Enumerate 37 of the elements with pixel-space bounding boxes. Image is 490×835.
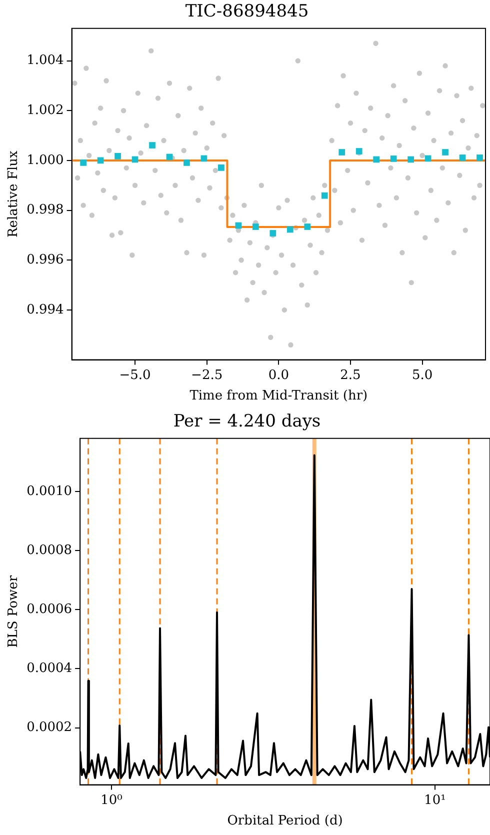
- x-tick-label: −5.0: [119, 368, 151, 383]
- point: [390, 156, 397, 162]
- y-tick-label: 0.998: [26, 202, 64, 218]
- point: [252, 224, 259, 230]
- point: [80, 160, 86, 166]
- point: [304, 224, 311, 230]
- y-tick-label: 0.0004: [26, 661, 72, 676]
- y-axis-title: BLS Power: [6, 574, 22, 648]
- y-tick-label: 0.996: [26, 252, 64, 268]
- chart-title: Per = 4.240 days: [173, 412, 321, 432]
- x-tick-label: 0.0: [268, 368, 289, 383]
- point: [184, 160, 190, 166]
- y-tick-label: 0.0008: [26, 542, 72, 558]
- x-axis-title: Time from Mid-Transit (hr): [190, 388, 368, 404]
- y-tick-label: 0.0002: [26, 720, 72, 736]
- chart-title: TIC-86894845: [185, 2, 309, 22]
- x-axis-title: Orbital Period (d): [227, 814, 343, 829]
- x-tick-label: 10¹: [424, 792, 446, 808]
- x-tick-label: 10⁰: [100, 792, 122, 808]
- x-tick-label: −2.5: [191, 368, 223, 383]
- point: [321, 192, 328, 199]
- point: [442, 149, 448, 156]
- y-tick-label: 0.994: [26, 302, 64, 318]
- y-tick-label: 0.0006: [26, 602, 72, 618]
- point: [338, 149, 346, 156]
- point: [114, 153, 121, 160]
- x-tick-label: 2.5: [340, 368, 361, 383]
- point: [149, 142, 156, 148]
- point: [218, 164, 224, 171]
- y-tick-label: 0.0010: [26, 484, 72, 499]
- y-tick-label: 1.000: [26, 152, 64, 168]
- point: [476, 154, 483, 161]
- y-tick-label: 1.004: [26, 53, 64, 68]
- y-axis-title: Relative Flux: [6, 150, 22, 238]
- y-tick-label: 1.002: [26, 103, 64, 118]
- x-tick-label: 5.0: [412, 368, 433, 383]
- point: [270, 230, 276, 236]
